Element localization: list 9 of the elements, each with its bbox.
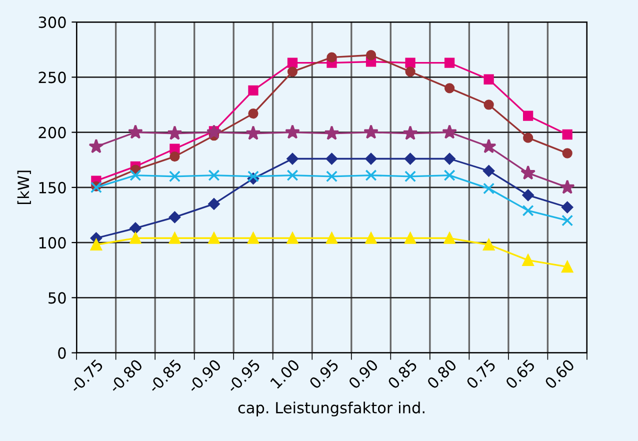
y-tick-label: 100 (39, 237, 66, 249)
x-axis-title: cap. Leistungsfaktor ind. (238, 402, 424, 416)
y-tick-label: 250 (38, 72, 66, 84)
y-tick-label: 150 (39, 182, 66, 194)
y-tick-label: 200 (38, 126, 66, 138)
y-tick-label: 50 (48, 292, 66, 304)
y-tick-label: 0 (58, 347, 66, 359)
y-tick-label: 300 (38, 16, 66, 28)
y-axis-title: [kW] (17, 170, 31, 204)
